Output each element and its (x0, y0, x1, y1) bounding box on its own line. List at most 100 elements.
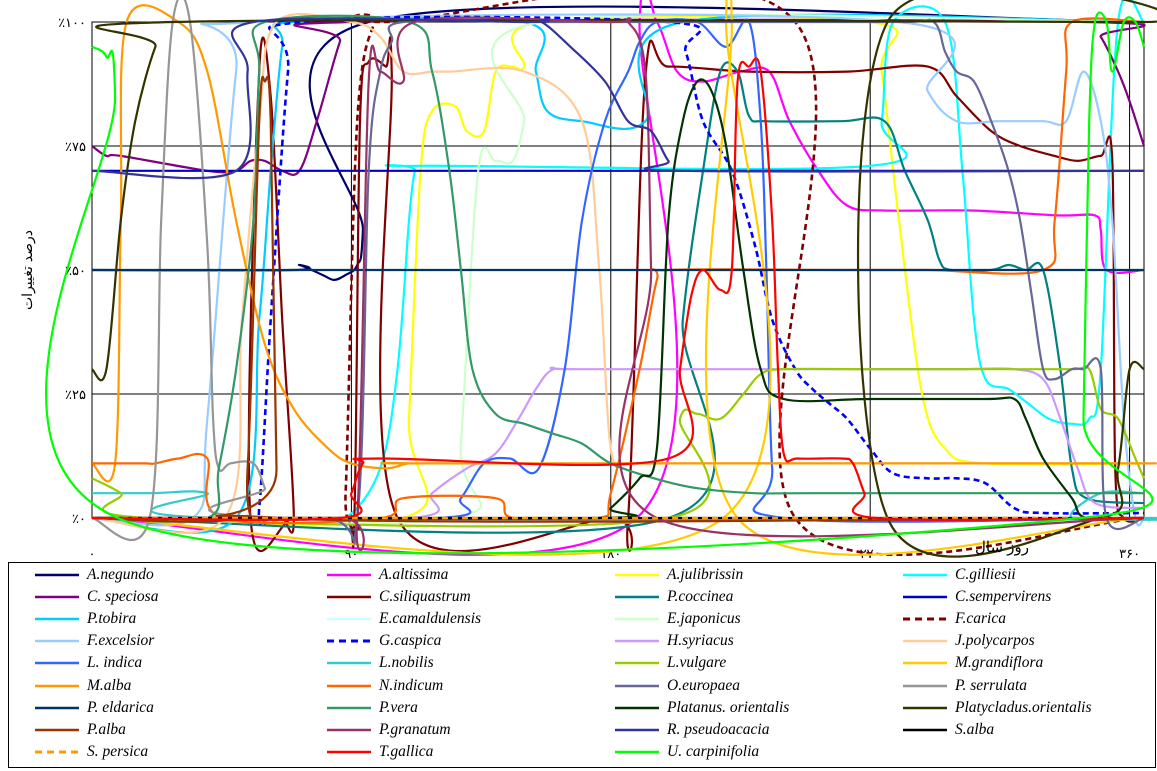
legend-item: U. carpinifolia (613, 743, 760, 761)
series-line-a-altissima (91, 0, 1145, 556)
legend-item: O.europaea (613, 677, 740, 694)
legend-swatch (615, 573, 659, 576)
legend-swatch (615, 639, 659, 643)
legend-item: P.tobira (33, 610, 136, 627)
legend-label: C. speciosa (87, 587, 159, 605)
legend-swatch (35, 595, 79, 598)
legend-swatch (903, 595, 947, 598)
legend-label: P.alba (87, 720, 126, 738)
series-line-c-speciosa (91, 18, 1146, 176)
legend-item: H.syriacus (613, 632, 734, 650)
legend-label: A.julibrissin (667, 565, 744, 583)
legend-label: S. persica (87, 743, 149, 761)
legend-label: P.coccinea (667, 587, 734, 605)
legend-label: P.granatum (379, 720, 451, 738)
y-axis-label: درصد تغییرات (19, 230, 36, 310)
legend-swatch (327, 573, 371, 576)
legend-item: P.coccinea (613, 588, 733, 605)
x-tick-label: ۹۰ (344, 546, 358, 560)
legend-item: C. speciosa (33, 588, 158, 605)
legend-swatch (903, 684, 947, 687)
series-line-p-coccinea (91, 61, 1145, 534)
legend-swatch (615, 728, 659, 732)
legend-item: P.granatum (325, 721, 451, 738)
legend-swatch (327, 595, 371, 598)
legend-label: J.polycarpos (955, 632, 1035, 650)
legend-label: T.gallica (379, 743, 434, 761)
legend-item: P. eldarica (33, 699, 154, 716)
legend-label: E.japonicus (667, 609, 741, 627)
legend-swatch (615, 750, 659, 754)
legend-swatch (35, 684, 79, 687)
legend-item: T.gallica (325, 743, 434, 761)
legend-label: F.carica (955, 609, 1006, 627)
legend-label: E.camaldulensis (379, 609, 482, 627)
legend-swatch (903, 639, 947, 643)
legend-label: C.gilliesii (955, 565, 1016, 583)
legend-swatch (903, 706, 947, 709)
legend-item: F.excelsior (33, 632, 154, 650)
legend-label: P.tobira (87, 609, 137, 627)
legend-label: L.nobilis (379, 654, 434, 672)
legend-swatch (35, 639, 79, 643)
legend-item: G.caspica (325, 632, 442, 650)
legend-swatch (327, 617, 371, 621)
legend-item: F.carica (901, 610, 1006, 627)
x-tick-label: ۰ (89, 546, 96, 560)
legend-swatch (35, 706, 79, 709)
legend-item: C.sempervirens (901, 588, 1051, 605)
legend-label: R. pseudoacacia (667, 720, 770, 738)
legend-label: H.syriacus (667, 632, 734, 650)
legend-item: S.alba (901, 721, 994, 738)
legend-item: E.camaldulensis (325, 610, 481, 627)
x-tick-label: ۳۶۰ (1119, 546, 1140, 560)
series-line-c-siliquastrum (92, 36, 1145, 553)
series-line-l-indica (91, 18, 1145, 523)
legend-label: S.alba (955, 720, 995, 738)
legend-swatch (327, 639, 371, 643)
series-lines (44, 0, 1157, 558)
legend-swatch (35, 573, 79, 576)
legend-label: M.grandiflora (955, 654, 1044, 672)
legend-item: A.julibrissin (613, 566, 743, 583)
legend-item: L. indica (33, 654, 142, 672)
legend-item: J.polycarpos (901, 632, 1035, 650)
legend-swatch (615, 595, 659, 598)
legend-label: P.vera (379, 698, 418, 716)
legend-item: P.vera (325, 699, 418, 716)
legend-item: M.grandiflora (901, 654, 1044, 672)
legend-item: N.indicum (325, 677, 443, 694)
legend-swatch (615, 617, 659, 621)
legend-item: P. serrulata (901, 677, 1027, 694)
y-axis-ticks: ٪۰ ٪۲۵ ٪۵۰ ٪۷۵ ٪۱۰۰ (58, 15, 86, 526)
y-tick-label: ٪۲۵ (65, 387, 86, 402)
legend-swatch (903, 573, 947, 576)
legend-swatch (903, 662, 947, 665)
legend-swatch (327, 750, 371, 754)
series-line-n-indicum (92, 17, 1145, 525)
legend-swatch (327, 662, 371, 665)
y-tick-label: ٪۷۵ (65, 139, 86, 154)
legend-swatch (35, 617, 79, 621)
legend-item: S. persica (33, 743, 149, 761)
legend-swatch (327, 706, 371, 709)
legend-swatch (327, 684, 371, 687)
series-line-u-carpinifolia (44, 11, 1154, 555)
series-line-m-grandiflora (91, 0, 1145, 556)
legend-label: G.caspica (379, 632, 442, 650)
legend-swatch (327, 728, 371, 732)
legend-label: U. carpinifolia (667, 743, 760, 761)
legend-label: L.vulgare (667, 654, 727, 672)
legend-item: P.alba (33, 721, 126, 738)
series-line-r-pseudoacacia (91, 17, 1145, 180)
legend-item: Platanus. orientalis (613, 699, 789, 716)
x-axis-label: روز سال (975, 539, 1029, 556)
legend-item: A.negundo (33, 566, 154, 583)
legend: A.negundo A.altissima A.julibrissin C.gilli… (8, 562, 1156, 768)
legend-label: N.indicum (379, 676, 444, 694)
legend-item: L.vulgare (613, 654, 727, 672)
legend-label: M.alba (87, 676, 132, 694)
legend-swatch (903, 617, 947, 621)
legend-swatch (615, 684, 659, 687)
legend-swatch (35, 662, 79, 665)
